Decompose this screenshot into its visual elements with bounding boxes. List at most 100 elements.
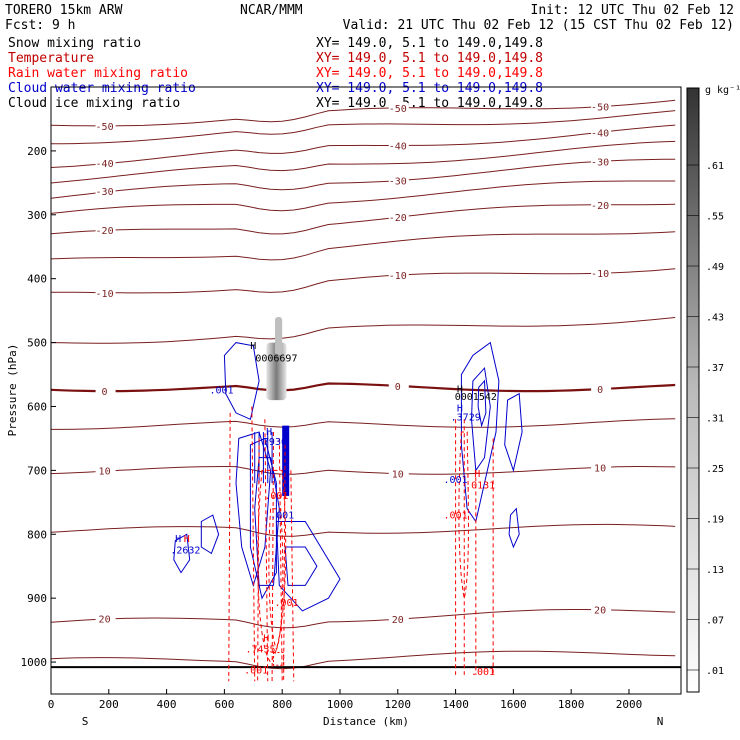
isotherm-label: -50 [96,122,114,133]
isotherm-line [51,317,676,344]
contour-annotation: 0006697 [255,354,297,365]
isotherm-label: 20 [99,615,111,626]
y-tick-label: 200 [27,145,47,158]
isotherm-line [51,140,676,184]
colorbar-level-label: .19 [706,515,724,526]
plot-frame [50,86,682,695]
isotherm-label: -10 [389,271,407,282]
rain-contour [257,469,287,663]
isotherm-label: -50 [591,103,609,114]
y-tick-label: 1000 [21,656,48,669]
contour-annotation: .001 [270,510,294,521]
isotherm-label: -20 [96,226,114,237]
isotherm-line [51,180,676,214]
center-name: NCAR/MMM [240,3,303,18]
field-legend: Snow mixing ratio XY= 149.0, 5.1 to 149.0… [8,36,543,111]
rain-contour [264,419,269,682]
isotherm-label: -30 [591,157,609,168]
contour-annotation: H [266,427,272,438]
isotherm-line [51,609,676,629]
isotherm-label-bg [388,175,409,187]
plot-area: -50 -50 -50 -40 -40 -40 -30 -30 -30 -20 -20 -20 -10 -… [51,99,681,682]
isotherm-label: -40 [591,128,609,139]
x-tick-label: 1600 [500,698,527,711]
y-tick-label: 500 [27,337,47,350]
legend-field-coords: XY= 149.0, 5.1 to 149.0,149.8 [316,96,543,111]
contour-annotation: .001 [471,667,495,678]
legend-field-name: Temperature [8,51,94,66]
colorbar-level-label: .07 [706,616,724,627]
y-tick-label: 400 [27,273,47,286]
colorbar-level-label: .37 [706,363,724,374]
cloud-water-contour [235,431,272,588]
isotherm-label: -40 [96,159,114,170]
rain-contour [268,508,284,651]
contour-annotation: H [250,341,256,352]
isotherm-label: 0 [597,385,603,396]
x-end-label-north: N [657,715,664,728]
forecast-hour: Fcst: 9 h [5,18,75,33]
isotherm-label-bg [591,268,612,280]
x-tick-label: 1800 [558,698,585,711]
contour-annotation: .001 [244,666,268,677]
isotherm-label: -20 [591,201,609,212]
isotherm-line [51,268,676,294]
contour-annotation: .3729 [451,413,481,424]
isotherm-label: -10 [96,289,114,300]
x-tick-label: 400 [157,698,177,711]
cloud-water-contour [284,546,318,586]
valid-time: Valid: 21 UTC Thu 02 Feb 12 (15 CST Thu … [343,18,734,33]
contour-annotation: 7936 [263,437,287,448]
x-tick-label: 1400 [442,698,469,711]
isotherm-label-bg [591,384,612,396]
colorbar-level-label: .25 [706,464,724,475]
cloud-water-contour [223,342,260,421]
cloud-water-contour [275,521,341,612]
isotherm-line [51,382,676,393]
isotherm-line [51,99,676,127]
model-title: TORERO 15km ARW [5,3,123,18]
isotherm-label-bg [591,462,612,474]
contour-annotation: .001 [274,598,298,609]
cloud-water-contour [254,457,280,586]
isotherm-label-bg [95,386,116,398]
colorbar-level-label: .13 [706,565,724,576]
isotherm-label-bg [388,140,409,152]
cloud-water-contour [200,514,220,555]
isotherm-label: -40 [389,141,407,152]
rain-contour [283,444,286,682]
axes: 0 200 400 600 800 1000 1200 1400 1600 1800 2000200… [21,145,643,711]
isotherm-label-bg [591,604,612,616]
colorbar-level-label: .43 [706,313,724,324]
isotherm-label-bg [388,270,409,282]
init-time: Init: 12 UTC Thu 02 Feb 12 [531,3,735,18]
colorbar-level-label: .31 [706,414,724,425]
isotherm-label-bg [95,613,116,625]
snow-column [266,342,287,401]
rain-contour [278,438,283,682]
isotherm-line [51,158,676,199]
contour-annotation: H [474,469,480,480]
isotherm-label-bg [388,102,409,114]
isotherm-label-bg [591,199,612,211]
colorbar: g kg⁻¹ .01 .07 .13 .19 .25 .31 .37 .43 .49 .55 .61 [686,85,740,693]
legend-field-coords: XY= 149.0, 5.1 to 149.0,149.8 [316,66,543,81]
colorbar-level-label: .49 [706,262,724,273]
cloud-water-contour [173,533,191,574]
x-tick-label: 600 [214,698,234,711]
y-tick-label: 300 [27,209,47,222]
legend-field-coords: XY= 149.0, 5.1 to 149.0,149.8 [316,36,543,51]
isotherm-label-bg [95,287,116,299]
rain-contour [228,412,231,682]
isotherm-label-bg [388,468,409,480]
isotherm-label: 10 [594,463,606,474]
snow-column-top [274,317,283,356]
rain-contour [290,470,295,682]
contour-annotation: H [184,534,190,545]
legend-field-name: Snow mixing ratio [8,36,141,51]
contour-annotation: .001 [209,386,233,397]
isotherm-label-bg [591,127,612,139]
rain-core [273,651,285,666]
contour-annotation: .0131 [465,480,495,491]
